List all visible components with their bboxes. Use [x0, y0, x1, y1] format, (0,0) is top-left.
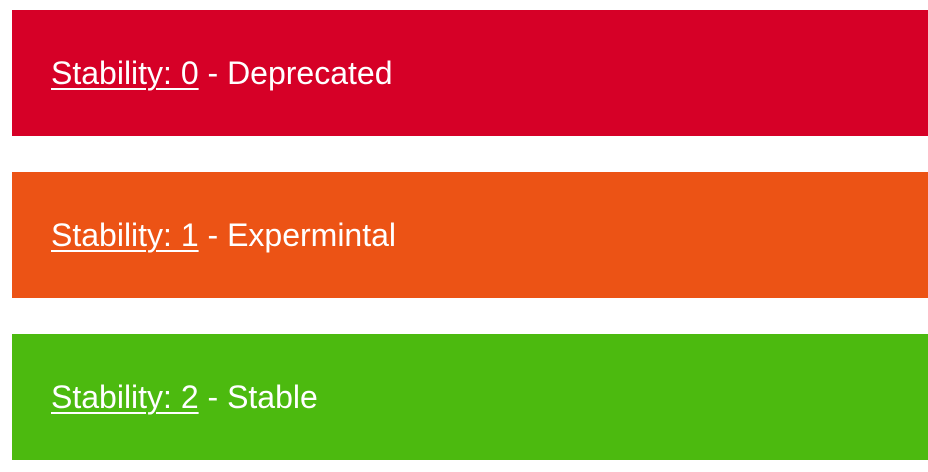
stability-description: Deprecated [227, 55, 393, 91]
stability-2-link[interactable]: Stability: 2 [51, 379, 199, 415]
stability-banner-deprecated: Stability: 0 - Deprecated [12, 10, 928, 136]
stability-banner-experimental: Stability: 1 - Expermintal [12, 172, 928, 298]
stability-1-link[interactable]: Stability: 1 [51, 217, 199, 253]
separator: - [198, 217, 228, 253]
separator: - [198, 379, 228, 415]
stability-index-list: Stability: 0 - Deprecated Stability: 1 -… [12, 10, 928, 460]
stability-description: Expermintal [227, 217, 397, 253]
stability-description: Stable [227, 379, 318, 415]
stability-banner-stable: Stability: 2 - Stable [12, 334, 928, 460]
stability-0-link[interactable]: Stability: 0 [51, 55, 199, 91]
separator: - [198, 55, 228, 91]
